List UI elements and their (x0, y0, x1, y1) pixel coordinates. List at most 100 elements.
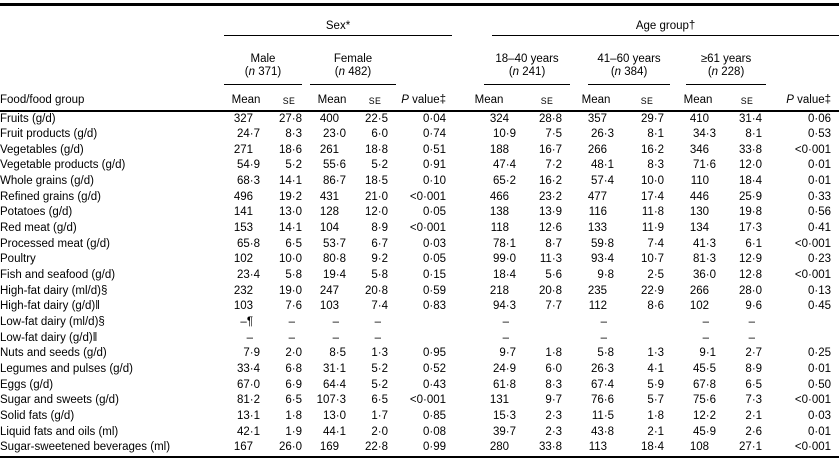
cell-p: <0·001 (794, 269, 832, 282)
cell-p: 0·23 (808, 253, 832, 266)
cell-se: 7·6 (285, 300, 302, 313)
cell-se: 8·3 (285, 128, 302, 141)
cell-se: 6·5 (285, 237, 302, 250)
table-row: Refined grains (g/d) 496 19·2 431 21·0 <0·001… (0, 190, 839, 206)
cell-se: 26·0 (278, 441, 302, 454)
cell-mean: 103 (233, 300, 253, 313)
cell-se: 8·6 (647, 300, 665, 313)
se-header: SE (622, 84, 673, 112)
cell-mean: 13·1 (236, 409, 260, 422)
cell-mean: 7·9 (243, 347, 260, 360)
cell-se: – (748, 331, 756, 344)
cell-p: 0·85 (423, 409, 447, 422)
cell-se: 1·3 (647, 347, 665, 360)
table-row: Liquid fats and oils (ml) 42·1 1·9 44·1 2·0 0… (0, 425, 839, 441)
age1-n: (n 241) (508, 66, 546, 78)
cell-se: 10·0 (278, 253, 302, 266)
mean-header: Mean (672, 84, 725, 112)
age-group-label: Age group† (635, 19, 696, 32)
cell-mean: – (246, 331, 253, 344)
cell-mean: 167 (233, 441, 253, 454)
cell-mean: 57·4 (591, 175, 615, 188)
table-row: Fish and seafood (g/d) 23·4 5·8 19·4 5·8 0·15… (0, 268, 839, 284)
cell-mean: 45·5 (693, 363, 717, 375)
se-header: SE (268, 84, 310, 112)
cell-se: 7·4 (371, 300, 388, 313)
row-label: Whole grains (g/d) (0, 175, 94, 188)
cell-se: 27·8 (278, 112, 302, 125)
cell-se: 5·6 (545, 269, 563, 282)
cell-p: 0·41 (808, 222, 832, 235)
cell-p: 0·15 (423, 269, 447, 282)
cell-mean: 102 (689, 300, 710, 313)
cell-mean: 446 (689, 190, 710, 203)
cell-mean: 357 (587, 112, 608, 125)
cell-se: 2·3 (545, 425, 563, 438)
cell-se: 22·5 (364, 112, 388, 125)
cell-mean: 8·5 (329, 347, 346, 360)
cell-mean: 43·8 (591, 425, 615, 438)
cell-se: 5·2 (371, 159, 388, 172)
cell-p: 0·06 (808, 112, 832, 125)
cell-mean: 61·8 (493, 378, 517, 391)
p-value-header-age: P value‡ (770, 84, 839, 112)
cell-mean: 9·1 (699, 347, 717, 360)
cell-p: 0·01 (808, 175, 832, 188)
cell-se: 22·8 (364, 441, 388, 454)
cell-se: – (374, 316, 381, 329)
cell-se: 2·7 (745, 347, 763, 360)
table-row: Red meat (g/d) 153 14·1 104 8·9 <0·001 118 12·6… (0, 221, 839, 237)
cell-mean: 247 (319, 284, 339, 297)
table-row: Solid fats (g/d) 13·1 1·8 13·0 1·7 0·85 15·3 2·… (0, 409, 839, 425)
cell-p: 0·01 (808, 425, 832, 438)
table-header: Sex* Age group† Male (n 371) Female (n 482… (0, 5, 839, 112)
mean-header: Mean (224, 84, 268, 112)
cell-mean: 34·3 (693, 128, 717, 141)
age1-underline: 18–40 years (n 241) (484, 53, 571, 85)
age2-underline: 41–60 years (n 384) (588, 52, 671, 85)
cell-mean: 42·1 (236, 425, 260, 438)
cell-mean: 67·4 (591, 378, 615, 391)
cell-se: 33·8 (739, 143, 763, 156)
cell-p: 0·13 (808, 284, 832, 297)
row-label: Refined grains (g/d) (0, 190, 101, 203)
cell-se: 28·8 (539, 112, 563, 125)
food-intake-table: Sex* Age group† Male (n 371) Female (n 482… (0, 3, 839, 458)
cell-mean: 477 (587, 190, 608, 203)
age2-label: 41–60 years (597, 52, 661, 65)
table-row: Nuts and seeds (g/d) 7·9 2·0 8·5 1·3 0·95 9·7 1… (0, 346, 839, 362)
cell-p (396, 315, 454, 331)
cell-p: 0·33 (808, 190, 832, 203)
cell-se: 8·1 (745, 128, 763, 141)
cell-se: 20·8 (364, 284, 388, 297)
row-label: Low-fat dairy (g/d)‖ (0, 331, 98, 344)
cell-p: 0·51 (423, 143, 447, 156)
row-label: Fruits (g/d) (0, 112, 56, 125)
cell-se: – (374, 331, 381, 344)
cell-se: 11·8 (641, 206, 665, 219)
cell-p: 0·05 (423, 253, 447, 266)
table-row: Whole grains (g/d) 68·3 14·1 86·7 18·5 0·10 65… (0, 174, 839, 190)
cell-mean: 65·2 (493, 175, 517, 188)
cell-mean: 280 (489, 441, 510, 454)
cell-mean: 23·4 (236, 269, 260, 282)
cell-mean: 266 (689, 284, 710, 297)
age3-underline: ≥61 years (n 228) (686, 53, 767, 85)
mean-header: Mean (310, 84, 354, 112)
cell-mean: 54·9 (236, 159, 260, 172)
cell-mean: 59·8 (591, 237, 615, 250)
cell-se: 12·6 (539, 222, 563, 235)
cell-p: <0·001 (409, 394, 447, 407)
cell-se: 18·4 (641, 441, 665, 454)
cell-mean: 39·7 (493, 425, 517, 438)
cell-se: 18·4 (739, 175, 763, 188)
cell-se: 2·1 (647, 425, 665, 438)
cell-se: 23·2 (539, 190, 563, 203)
cell-se: 10·0 (641, 175, 665, 188)
cell-mean: 81·2 (236, 394, 260, 407)
cell-se: 16·7 (539, 143, 563, 156)
row-label: Processed meat (g/d) (0, 237, 110, 250)
cell-p: <0·001 (794, 237, 832, 250)
cell-se: 2·6 (745, 425, 763, 438)
